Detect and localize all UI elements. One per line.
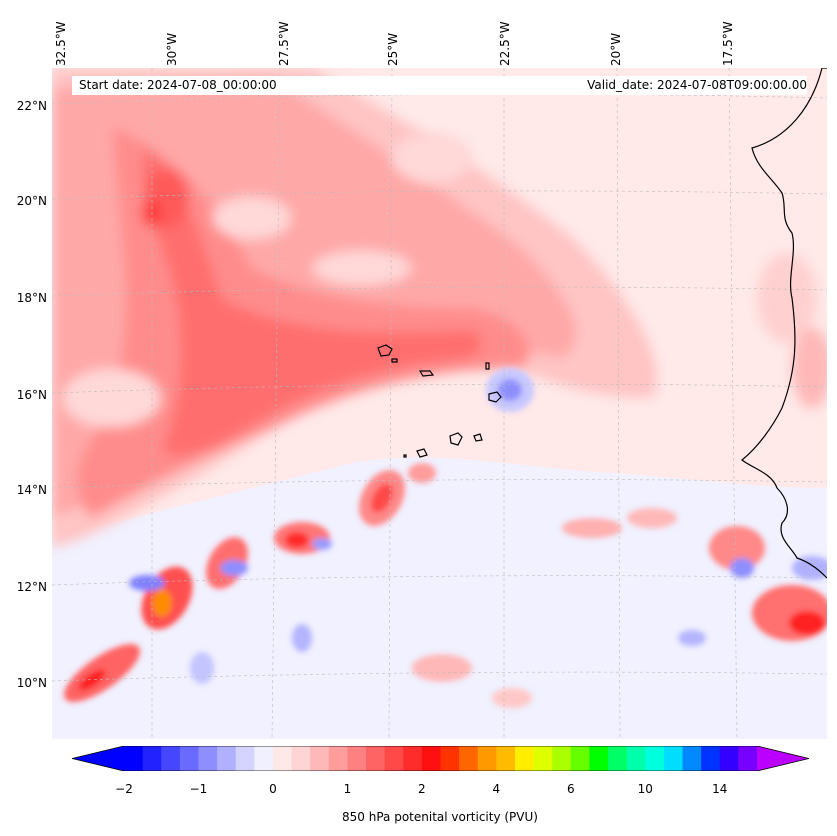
colorbar-swatch bbox=[682, 746, 702, 771]
colorbar-under-arrow bbox=[72, 746, 124, 771]
colorbar-tick-label: 14 bbox=[712, 782, 728, 796]
colorbar-swatch bbox=[142, 746, 162, 771]
pv-low-region bbox=[52, 457, 827, 739]
colorbar-swatch bbox=[570, 746, 590, 771]
colorbar-swatch bbox=[161, 746, 181, 771]
colorbar-swatch bbox=[179, 746, 199, 771]
colorbar-label: 850 hPa potenital vorticity (PVU) bbox=[342, 810, 538, 824]
pv-field-map bbox=[52, 68, 827, 739]
map-header-box bbox=[72, 76, 807, 95]
colorbar-swatch bbox=[552, 746, 572, 771]
colorbar-tick-label: 6 bbox=[566, 782, 575, 796]
colorbar-swatch bbox=[198, 746, 218, 771]
colorbar-swatch bbox=[421, 746, 441, 771]
lon-label-32-5w: 32.5°W bbox=[54, 21, 68, 66]
lat-label-16n: 16°N bbox=[16, 388, 47, 402]
colorbar-swatch bbox=[384, 746, 404, 771]
colorbar-tick-label: 1 bbox=[343, 782, 352, 796]
colorbar-swatch bbox=[459, 746, 479, 771]
pv-anomaly-blobs bbox=[64, 368, 827, 708]
colorbar-swatch bbox=[403, 746, 423, 771]
colorbar-swatch bbox=[217, 746, 237, 771]
colorbar-swatch bbox=[496, 746, 516, 771]
colorbar-swatch bbox=[645, 746, 665, 771]
pv-positive-band bbox=[52, 68, 658, 548]
lon-label-20w: 20°W bbox=[609, 32, 623, 66]
cabo-verde-islands bbox=[377, 344, 502, 458]
colorbar-tick-label: 2 bbox=[418, 782, 426, 796]
lat-label-22n: 22°N bbox=[16, 99, 47, 113]
colorbar-swatch bbox=[272, 746, 293, 771]
colorbar-swatch bbox=[291, 746, 311, 771]
colorbar-svg bbox=[71, 745, 810, 772]
colorbar-swatch bbox=[328, 746, 348, 771]
colorbar-swatch bbox=[310, 746, 330, 771]
colorbar-swatch bbox=[124, 746, 144, 771]
colorbar-swatch bbox=[608, 746, 628, 771]
lat-label-10n: 10°N bbox=[16, 676, 47, 690]
colorbar-tick-label: 0 bbox=[269, 782, 277, 796]
lon-label-27-5w: 27.5°W bbox=[277, 21, 291, 66]
lon-label-25w: 25°W bbox=[386, 32, 400, 66]
lat-label-20n: 20°N bbox=[16, 194, 47, 208]
lat-label-12n: 12°N bbox=[16, 580, 47, 594]
colorbar-swatch bbox=[254, 746, 274, 771]
colorbar-tick-label: 4 bbox=[492, 782, 501, 796]
pv-coastal-streaks bbox=[757, 253, 827, 408]
coastline bbox=[741, 68, 827, 579]
graticule bbox=[52, 68, 827, 739]
colorbar-swatch bbox=[235, 746, 255, 771]
pv-light-patches bbox=[62, 133, 472, 428]
colorbar-swatch bbox=[663, 746, 684, 771]
lon-label-22-5w: 22.5°W bbox=[498, 21, 512, 66]
lon-label-30w: 30°W bbox=[165, 32, 179, 66]
valid-date-label: Valid_date: 2024-07-08T09:00:00.00 bbox=[587, 78, 807, 92]
colorbar-over-arrow bbox=[757, 746, 809, 771]
colorbar-swatch bbox=[347, 746, 367, 771]
colorbar-swatch bbox=[626, 746, 646, 771]
lat-label-14n: 14°N bbox=[16, 483, 47, 497]
colorbar-swatch bbox=[701, 746, 721, 771]
colorbar-tick-label: −1 bbox=[189, 782, 208, 796]
colorbar-tick-label: 10 bbox=[637, 782, 653, 796]
colorbar-swatch bbox=[533, 746, 553, 771]
map-panel bbox=[52, 68, 827, 739]
colorbar bbox=[71, 745, 810, 772]
lat-label-18n: 18°N bbox=[16, 291, 47, 305]
colorbar-swatch bbox=[514, 746, 535, 771]
colorbar-swatch bbox=[366, 746, 386, 771]
lon-label-17-5w: 17.5°W bbox=[721, 21, 735, 66]
colorbar-swatch bbox=[589, 746, 609, 771]
colorbar-tick-label: −2 bbox=[115, 782, 133, 796]
colorbar-swatch bbox=[477, 746, 497, 771]
colorbar-swatch bbox=[440, 746, 460, 771]
start-date-label: Start date: 2024-07-08_00:00:00 bbox=[79, 78, 277, 92]
colorbar-swatch bbox=[738, 746, 758, 771]
colorbar-swatch bbox=[719, 746, 739, 771]
